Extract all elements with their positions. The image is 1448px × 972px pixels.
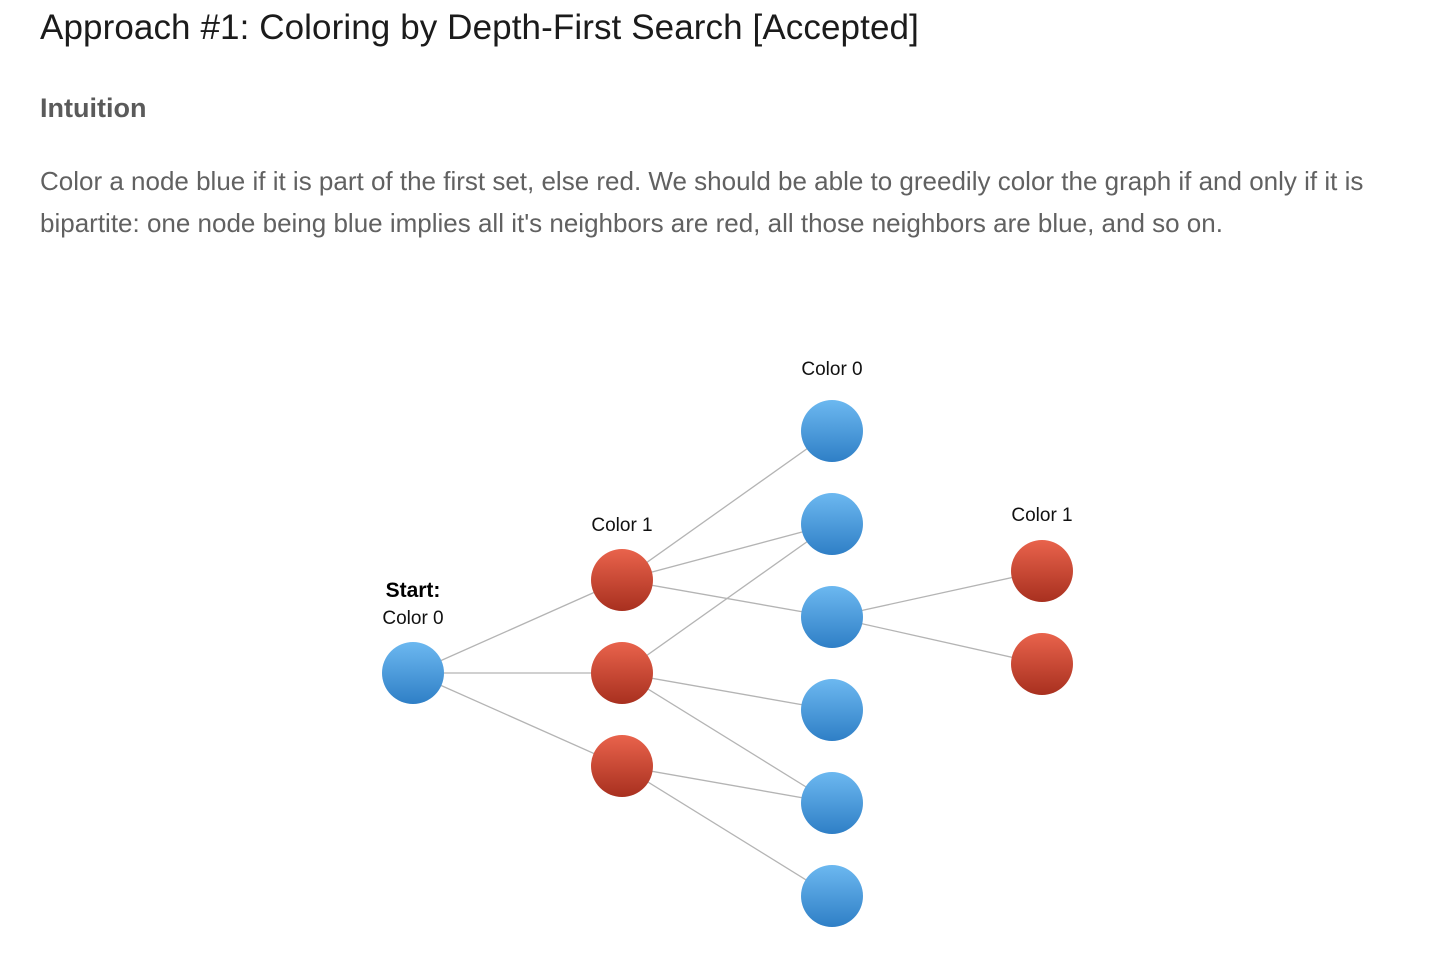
- section-heading: Intuition: [40, 93, 147, 123]
- graph-edge-s-r3: [412, 672, 623, 767]
- graph-edge-b3-e2: [831, 616, 1043, 665]
- intuition-paragraph: Color a node blue if it is part of the f…: [40, 166, 1364, 238]
- graph-edge-r2-b2: [621, 523, 833, 674]
- graph-node-red-r1: [591, 549, 653, 611]
- column-3-color-label: Color 0: [801, 359, 862, 380]
- graph-node-red-e2: [1011, 633, 1073, 695]
- graph-node-blue-b1: [801, 400, 863, 462]
- graph-edge-r1-b3: [621, 579, 833, 618]
- graph-edge-r1-b1: [621, 430, 833, 581]
- graph-node-blue-b6: [801, 865, 863, 927]
- start-color-label: Color 0: [382, 608, 443, 629]
- graph-node-red-r2: [591, 642, 653, 704]
- graph-node-red-r3: [591, 735, 653, 797]
- page-title: Approach #1: Coloring by Depth-First Sea…: [40, 8, 919, 47]
- graph-edge-r1-b2: [621, 523, 833, 581]
- column-4-color-label: Color 1: [1011, 505, 1072, 526]
- graph-node-blue-b2: [801, 493, 863, 555]
- graph-edge-r3-b5: [621, 765, 833, 804]
- graph-node-red-e1: [1011, 540, 1073, 602]
- graph-node-blue-b4: [801, 679, 863, 741]
- start-label: Start:: [386, 579, 441, 602]
- column-2-color-label: Color 1: [591, 515, 652, 536]
- graph-edge-r2-b5: [621, 672, 833, 804]
- graph-edge-b3-e1: [831, 570, 1043, 618]
- graph-edge-r2-b4: [621, 672, 833, 711]
- graph-node-blue-s: [382, 642, 444, 704]
- nodes-layer: [382, 400, 1073, 927]
- graph-node-blue-b5: [801, 772, 863, 834]
- edges-layer: [412, 430, 1043, 897]
- graph-node-blue-b3: [801, 586, 863, 648]
- graph-edge-r3-b6: [621, 765, 833, 897]
- labels-layer: Start: Color 0 Color 1 Color 0 Color 1: [382, 359, 1072, 629]
- graph-edge-s-r1: [412, 579, 623, 674]
